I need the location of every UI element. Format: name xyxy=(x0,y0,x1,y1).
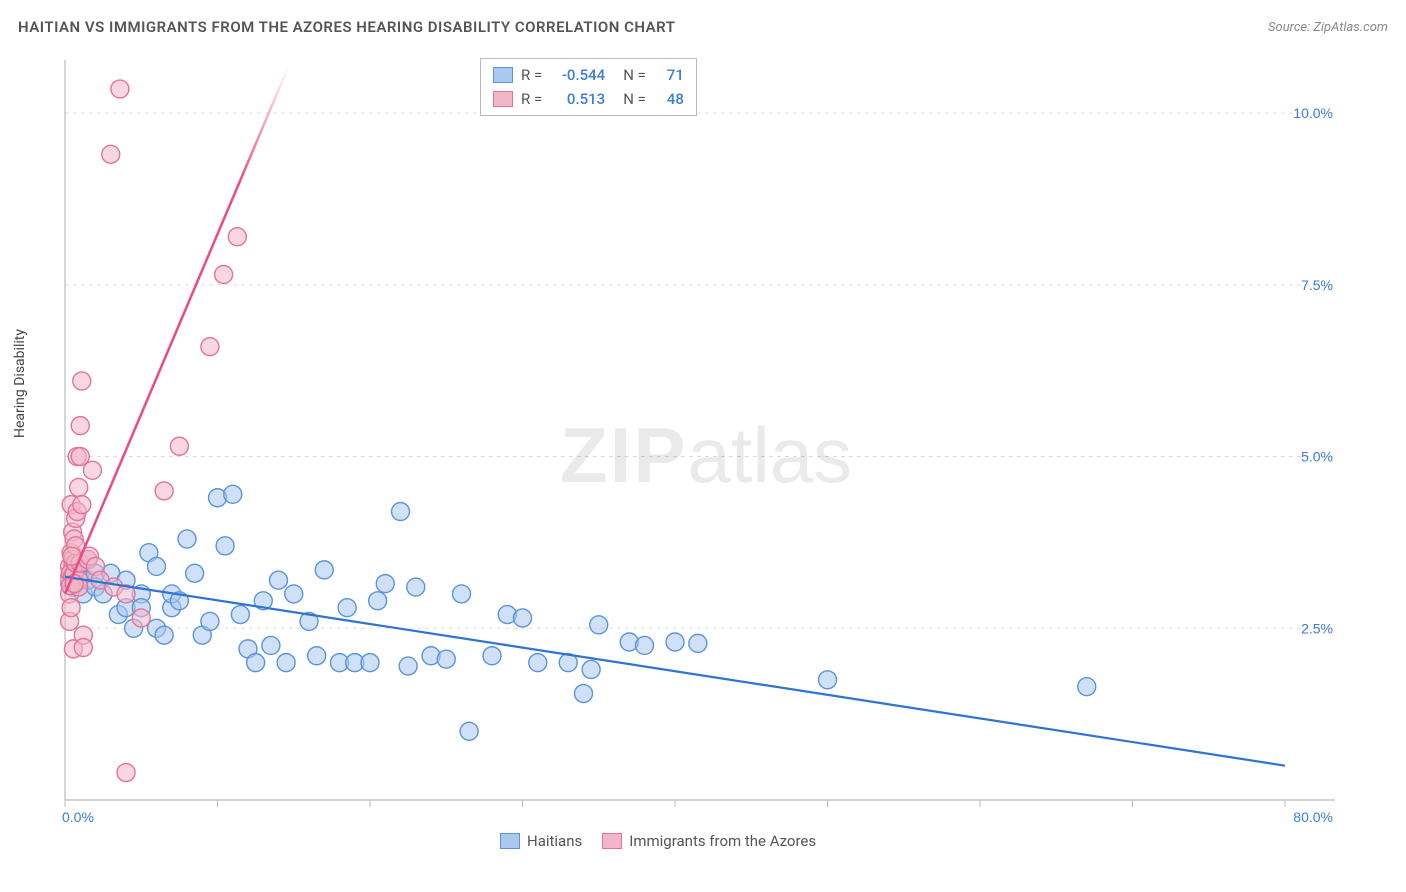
svg-text:5.0%: 5.0% xyxy=(1301,449,1333,465)
legend-label: Immigrants from the Azores xyxy=(629,832,816,850)
y-axis-label: Hearing Disability xyxy=(12,329,28,438)
svg-text:2.5%: 2.5% xyxy=(1301,620,1333,636)
svg-text:7.5%: 7.5% xyxy=(1301,277,1333,293)
svg-text:0.0%: 0.0% xyxy=(62,809,94,825)
scatter-plot: 2.5% 5.0% 7.5% 10.0% 0.0% 80.0% xyxy=(60,55,1340,830)
chart-area: 2.5% 5.0% 7.5% 10.0% 0.0% 80.0% xyxy=(60,55,1340,830)
legend-label: Haitians xyxy=(527,832,582,850)
n-label: N = xyxy=(623,87,646,111)
r-value: -0.544 xyxy=(550,63,605,87)
legend-swatch xyxy=(493,91,513,107)
stats-legend-row: R = 0.513 N = 48 xyxy=(493,87,684,111)
chart-title: HAITIAN VS IMMIGRANTS FROM THE AZORES HE… xyxy=(18,18,675,36)
legend-swatch xyxy=(500,833,520,849)
source-attribution: Source: ZipAtlas.com xyxy=(1268,20,1388,35)
svg-text:80.0%: 80.0% xyxy=(1293,809,1333,825)
r-label: R = xyxy=(521,63,542,87)
svg-text:10.0%: 10.0% xyxy=(1293,105,1333,121)
n-label: N = xyxy=(623,63,646,87)
stats-legend: R = -0.544 N = 71 R = 0.513 N = 48 xyxy=(480,58,697,116)
stats-legend-row: R = -0.544 N = 71 xyxy=(493,63,684,87)
legend-item: Immigrants from the Azores xyxy=(602,832,816,850)
r-value: 0.513 xyxy=(550,87,605,111)
legend-swatch xyxy=(493,67,513,83)
n-value: 71 xyxy=(654,63,684,87)
n-value: 48 xyxy=(654,87,684,111)
series-legend: Haitians Immigrants from the Azores xyxy=(500,832,816,850)
r-label: R = xyxy=(521,87,542,111)
legend-swatch xyxy=(602,833,622,849)
legend-item: Haitians xyxy=(500,832,582,850)
